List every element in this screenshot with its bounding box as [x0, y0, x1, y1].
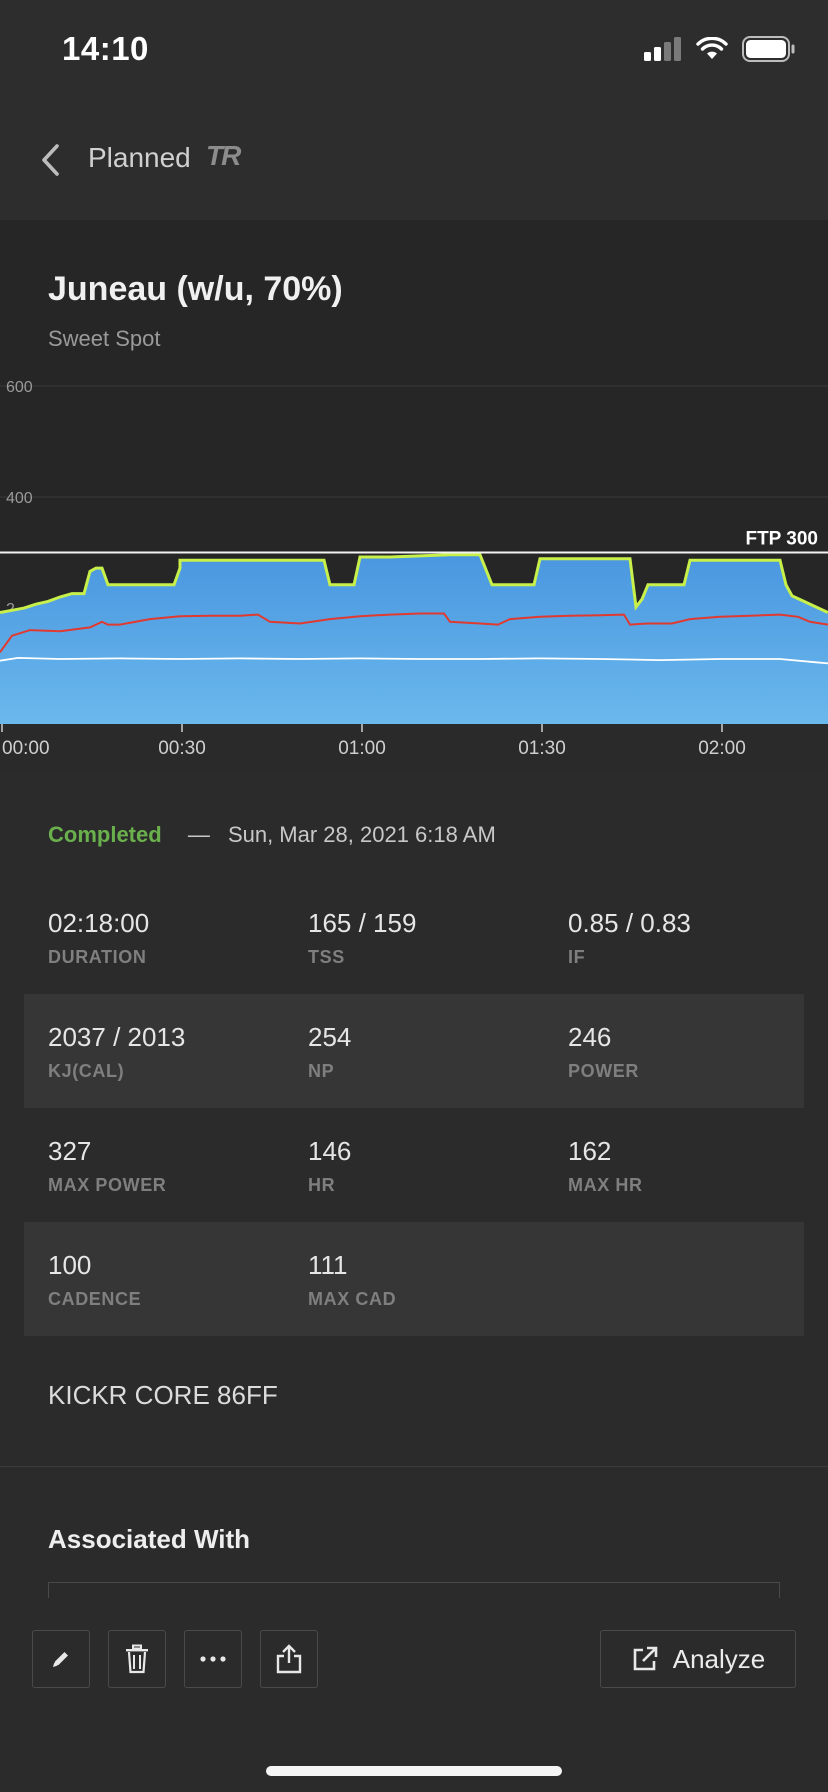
completion-separator: — [187, 822, 210, 847]
trainerroad-logo: TR [206, 140, 241, 171]
stat-tss: 165 / 159 TSS [308, 908, 416, 968]
share-button[interactable] [260, 1630, 318, 1688]
completion-status: Completed [48, 822, 162, 847]
home-indicator [266, 1766, 562, 1776]
workout-name: Juneau (w/u, 70%) [48, 270, 343, 308]
cadence-line [0, 656, 828, 665]
stat-hr: 146 HR [308, 1136, 351, 1196]
ftp-label: FTP 300 [745, 528, 818, 549]
y-tick-label: 600 [6, 379, 33, 396]
trash-icon [126, 1644, 148, 1674]
stats-row: 2037 / 2013 KJ(CAL) 254 NP 246 POWER [24, 994, 804, 1108]
stat-value: 0.85 / 0.83 [568, 908, 691, 938]
stat-label: POWER [568, 1061, 640, 1081]
stats-row: 100 CADENCE 111 MAX CAD [24, 1222, 804, 1336]
stat-label: HR [308, 1175, 336, 1195]
stat-max-power: 327 MAX POWER [48, 1136, 166, 1196]
x-tick-label: 00:30 [158, 738, 206, 759]
stat-value: 146 [308, 1136, 352, 1166]
x-tick-label: 02:00 [698, 738, 746, 759]
delete-button[interactable] [108, 1630, 166, 1688]
bottom-toolbar: Analyze [0, 1598, 828, 1792]
analyze-label: Analyze [672, 1643, 766, 1674]
stat-value: 111 [308, 1250, 348, 1280]
stat-max-cad: 111 MAX CAD [308, 1250, 396, 1310]
x-axis-band [0, 724, 828, 770]
stat-cadence: 100 CADENCE [48, 1250, 141, 1310]
heart-rate-line [0, 612, 828, 653]
status-bar: 14:10 [0, 0, 828, 100]
stat-max-hr: 162 MAX HR [568, 1136, 643, 1196]
stat-label: MAX CAD [308, 1289, 397, 1309]
section-divider [0, 1466, 828, 1467]
share-icon [276, 1644, 302, 1674]
chart-axes: FTP 300 00:00 00:30 01:00 01:30 02:00 [0, 528, 828, 770]
stat-value: 02:18:00 [48, 908, 150, 938]
edit-button[interactable] [32, 1630, 90, 1688]
external-link-icon [633, 1646, 658, 1671]
stat-value: 100 [48, 1250, 92, 1280]
ellipsis-icon [200, 1656, 226, 1662]
more-button[interactable] [184, 1630, 242, 1688]
stat-value: 246 [568, 1022, 612, 1052]
back-button[interactable] [30, 138, 70, 182]
status-icons [644, 36, 796, 62]
nav-bar: Planned TR [0, 100, 828, 220]
stat-power: 246 POWER [568, 1022, 639, 1082]
stat-kj: 2037 / 2013 KJ(CAL) [48, 1022, 185, 1082]
x-tick-label: 01:00 [338, 738, 386, 759]
completion-line: Completed — Sun, Mar 28, 2021 6:18 AM [48, 822, 496, 848]
stat-value: 254 [308, 1022, 352, 1052]
stat-label: KJ(CAL) [48, 1061, 125, 1081]
associated-heading: Associated With [48, 1524, 251, 1554]
stat-value: 2037 / 2013 [48, 1022, 186, 1052]
y-tick-label: 400 [6, 490, 33, 507]
stat-if: 0.85 / 0.83 IF [568, 908, 691, 968]
nav-title: Planned [88, 142, 191, 173]
stat-label: MAX POWER [48, 1175, 167, 1195]
x-tick-label: 01:30 [518, 738, 566, 759]
status-time: 14:10 [62, 30, 149, 67]
target-power-line [0, 553, 828, 614]
workout-type: Sweet Spot [48, 326, 161, 351]
stat-label: MAX HR [568, 1175, 643, 1195]
stats-row: 02:18:00 DURATION 165 / 159 TSS 0.85 / 0… [24, 880, 804, 994]
stat-value: 162 [568, 1136, 612, 1166]
target-power-area [0, 555, 828, 724]
battery-icon [742, 36, 795, 62]
signal-icon [644, 37, 681, 61]
stat-label: TSS [308, 947, 345, 967]
stat-np: 254 NP [308, 1022, 351, 1082]
completion-datetime: Sun, Mar 28, 2021 6:18 AM [227, 822, 496, 847]
stat-label: CADENCE [48, 1289, 142, 1309]
workout-header: Juneau (w/u, 70%) Sweet Spot [0, 220, 828, 372]
x-tick-label: 00:00 [2, 738, 50, 759]
stat-value: 327 [48, 1136, 92, 1166]
analyze-button[interactable]: Analyze [600, 1630, 796, 1688]
chevron-left-icon [42, 144, 59, 176]
stats-row: 327 MAX POWER 146 HR 162 MAX HR [24, 1108, 804, 1222]
associated-card[interactable] [48, 1582, 780, 1613]
device-name: KICKR CORE 86FF [48, 1380, 278, 1410]
stat-value: 165 / 159 [308, 908, 417, 938]
stat-label: NP [308, 1061, 335, 1081]
pencil-icon [53, 1652, 68, 1667]
workout-chart[interactable]: 600 400 2 FTP 300 00:00 00:30 01:00 01:30 02:00 [0, 372, 828, 770]
stat-duration: 02:18:00 DURATION [48, 908, 149, 968]
stat-label: IF [568, 947, 586, 967]
chart-series [0, 553, 828, 724]
stat-label: DURATION [48, 947, 147, 967]
wifi-icon [696, 37, 728, 59]
